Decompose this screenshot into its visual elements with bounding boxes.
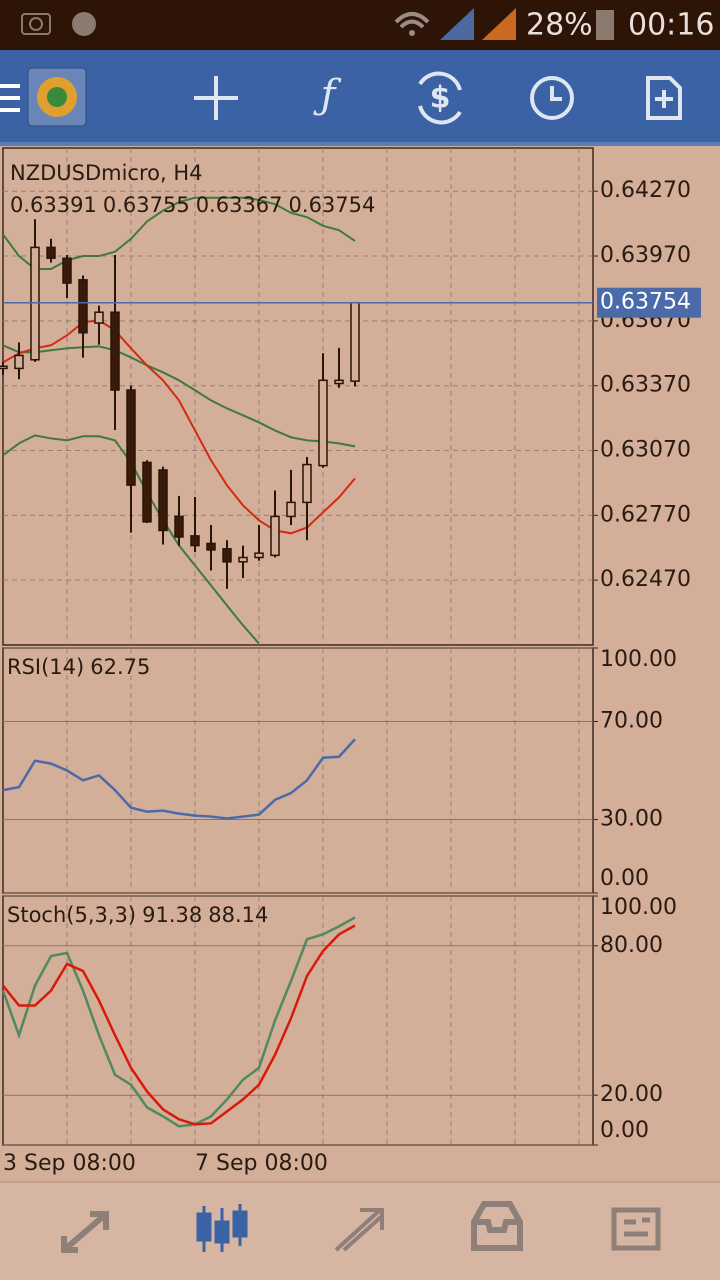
candle-body (0, 365, 8, 370)
candle-body (158, 469, 168, 532)
y-tick-label: 0.00 (600, 866, 649, 891)
panel-frame (2, 647, 594, 894)
candle-body (94, 311, 104, 324)
trade-tab[interactable] (334, 1208, 384, 1252)
candle-body (190, 535, 200, 547)
charts: 0.642700.639700.636700.633700.630700.627… (0, 147, 701, 1176)
candle-body (270, 515, 280, 557)
indicator-line (2, 344, 356, 448)
menu-button[interactable] (0, 84, 20, 112)
candle-body (350, 301, 360, 382)
candle-body (78, 279, 88, 334)
bottom-nav (0, 1182, 720, 1280)
indicator-line (2, 924, 356, 1126)
indicator-label: RSI(14) (7, 655, 84, 679)
candle-body (302, 463, 312, 504)
status-icons (21, 8, 614, 40)
indicator-label: 91.38 (142, 903, 202, 927)
ohlc-value: 0.63755 (103, 193, 190, 217)
x-tick-label: 7 Sep 08:00 (195, 1151, 328, 1176)
y-tick-label: 70.00 (600, 709, 663, 734)
trade-icon: $ (430, 81, 451, 116)
candle-body (110, 311, 120, 391)
candle-body (238, 556, 248, 563)
indicator-line (1, 916, 356, 1128)
y-tick-label: 0.00 (600, 1118, 649, 1143)
candle-body (254, 552, 264, 559)
battery-level: 28% (526, 8, 593, 43)
clock: 00:16 (628, 8, 714, 43)
candle-body (286, 501, 296, 518)
ohlc-value: 0.63754 (289, 193, 376, 217)
ohlc-value: 0.63367 (196, 193, 283, 217)
candle-body (334, 379, 344, 385)
candle-body (222, 548, 232, 563)
template-button[interactable] (646, 76, 682, 120)
y-tick-label: 80.00 (600, 933, 663, 958)
ohlc-value: 0.63391 (10, 193, 97, 217)
candle-body (206, 542, 216, 551)
indicator-label: 62.75 (90, 655, 150, 679)
period-button[interactable] (530, 76, 574, 120)
price-tag-label: 0.63754 (600, 290, 691, 315)
y-tick-label: 0.62770 (600, 502, 691, 527)
y-tick-label: 0.63970 (600, 243, 691, 268)
indicator-line (2, 319, 356, 535)
indicator-label: Stoch(5,3,3) (7, 903, 136, 927)
x-tick-label: 3 Sep 08:00 (3, 1151, 136, 1176)
chart-tab[interactable] (196, 1204, 248, 1252)
y-tick-label: 30.00 (600, 807, 663, 832)
y-tick-label: 100.00 (600, 895, 677, 920)
candle-body (30, 246, 40, 361)
y-tick-label: 0.63070 (600, 438, 691, 463)
panel-frame (2, 147, 594, 646)
app-logo[interactable] (27, 67, 87, 127)
y-tick-label: 100.00 (600, 647, 677, 672)
news-tab[interactable] (611, 1207, 661, 1251)
quotes-tab[interactable] (61, 1211, 109, 1253)
candle-body (318, 379, 328, 467)
indicator-line (2, 738, 356, 820)
candle-body (174, 515, 184, 538)
indicator-label: 88.14 (208, 903, 268, 927)
chart-title: NZDUSDmicro, H4 (10, 161, 203, 185)
panel-frame (2, 895, 594, 1146)
crosshair-button[interactable] (194, 76, 238, 120)
history-tab[interactable] (471, 1201, 523, 1251)
candle-body (142, 461, 152, 523)
candle-body (46, 246, 56, 259)
y-tick-label: 0.62470 (600, 567, 691, 592)
indicator-line (2, 196, 356, 271)
trade-button[interactable] (418, 71, 462, 125)
y-tick-label: 0.64270 (600, 178, 691, 203)
candle-body (14, 354, 24, 370)
price-tag (597, 287, 701, 318)
toolbar (0, 50, 720, 146)
candle-body (62, 257, 72, 284)
toolbar-edge (0, 142, 720, 146)
y-tick-label: 20.00 (600, 1082, 663, 1107)
candle-body (126, 389, 136, 486)
y-tick-label: 0.63370 (600, 373, 691, 398)
